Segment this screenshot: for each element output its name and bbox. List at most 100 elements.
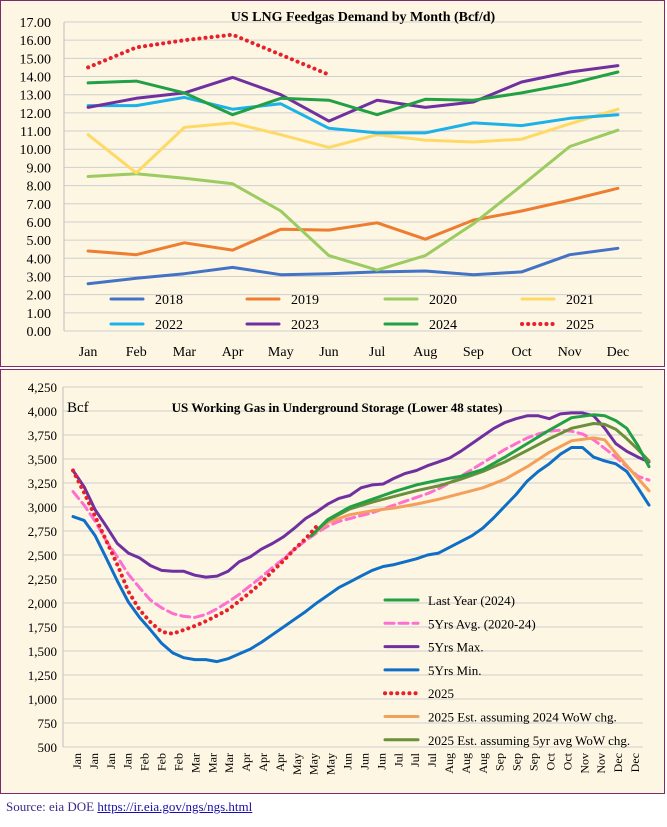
y-tick-label: 0.00 [27,325,52,340]
x-tick-label: May [307,753,321,775]
y-tick-label: 13.00 [20,89,52,104]
y-tick-label: 7.00 [27,198,52,213]
series-line-5Yrs-Max- [71,411,651,579]
x-tick-label: Aug [459,753,473,774]
y-tick-label: 8.00 [27,180,52,195]
y-tick-label: 4,250 [28,380,57,395]
x-tick-label: Aug [476,753,490,774]
x-tick-label: Jun [341,753,355,770]
x-tick-label: Jan [87,753,101,769]
x-tick-label: Jan [121,753,135,769]
y-tick-label: 11.00 [20,125,51,140]
x-tick-label: Dec [628,753,642,772]
legend-label-2022: 2022 [155,318,183,333]
x-tick-label: Feb [126,345,147,360]
x-tick-label: Feb [155,753,169,771]
x-tick-label: Jun [358,753,372,770]
x-tick-label: Nov [558,345,582,360]
y-tick-label: 4,000 [28,404,57,419]
x-tick-label: Jun [319,345,338,360]
x-tick-label: Dec [611,753,625,772]
x-tick-label: May [290,753,304,775]
legend-label-2021: 2021 [566,293,594,308]
legend-label-2023: 2023 [291,318,319,333]
x-tick-label: Feb [138,753,152,771]
legend-label-5Yrs-Max-: 5Yrs Max. [428,640,484,655]
x-tick-label: Jun [374,753,388,770]
y-tick-label: 500 [38,740,58,755]
series-line-5Yrs-Min- [71,446,651,664]
y-axis-label: Bcf [67,400,89,416]
y-tick-label: 1,750 [28,620,57,635]
source-label: Source: eia DOE [6,799,95,814]
x-tick-label: Sep [510,753,524,771]
legend-label-2025-Est-assuming-5yr-avg-WoW-chg-: 2025 Est. assuming 5yr avg WoW chg. [428,733,630,748]
legend-label-2025: 2025 [566,318,594,333]
x-tick-label: Sep [527,753,541,771]
x-tick-label: Jan [70,753,84,769]
legend-label-2020: 2020 [429,293,457,308]
y-tick-label: 2,500 [28,548,57,563]
x-tick-label: Feb [172,753,186,771]
x-tick-label: Sep [463,345,484,360]
x-tick-label: Aug [442,753,456,774]
y-tick-label: 1,000 [28,692,57,707]
y-tick-label: 10.00 [20,143,52,158]
legend-label-2025-Est-assuming-2024-WoW-chg-: 2025 Est. assuming 2024 WoW chg. [428,710,617,725]
y-tick-label: 2,250 [28,572,57,587]
y-tick-label: 1,500 [28,644,57,659]
x-tick-label: Jul [391,752,405,767]
x-tick-label: Sep [493,753,507,771]
series-line-2020 [86,128,620,272]
x-tick-label: Apr [273,753,287,772]
x-tick-label: Nov [577,753,591,774]
series-line-5Yrs-Avg-2020-24- [71,428,651,619]
x-tick-label: Mar [173,345,197,360]
series-line-2023 [86,64,620,123]
y-tick-label: 17.00 [20,16,52,31]
x-tick-label: Dec [607,345,630,360]
y-tick-label: 1.00 [27,307,52,322]
x-tick-label: Mar [222,753,236,773]
x-tick-label: Jul [425,752,439,767]
y-tick-label: 2.00 [27,289,52,304]
y-tick-label: 12.00 [20,107,52,122]
x-tick-label: Nov [594,753,608,774]
series-line-2024 [86,70,620,117]
x-tick-label: Apr [239,753,253,772]
series-line-2025 [71,468,319,636]
legend-label-5Yrs-Avg-2020-24-: 5Yrs Avg. (2020-24) [428,616,536,631]
x-tick-label: Jul [408,752,422,767]
x-tick-label: May [324,753,338,775]
y-tick-label: 2,750 [28,524,57,539]
legend-label-2025: 2025 [428,686,454,701]
y-tick-label: 5.00 [27,234,52,249]
series-line-2021 [86,107,620,175]
series-line-2022 [86,95,620,135]
lng-feedgas-chart-panel: 0.00 1.00 2.00 3.00 4.00 5.00 6.00 7.00 8.00 9.00… [0,0,665,367]
legend-label-2024: 2024 [429,318,457,333]
series-line-2019 [86,186,620,257]
storage-chart: 500 750 1,000 1,250 1,500 1,750 2,000 2,250 2,50… [28,380,651,775]
y-tick-label: 3,750 [28,428,57,443]
series-line-2025-Est-assuming-2024-WoW-chg- [309,436,651,538]
x-tick-label: Oct [544,752,558,770]
y-tick-label: 14.00 [20,71,52,86]
y-tick-label: 15.00 [20,52,52,67]
x-tick-label: Mar [188,753,202,773]
series-line-2025 [86,32,331,77]
x-tick-label: Apr [256,753,270,772]
y-tick-label: 2,000 [28,596,57,611]
x-tick-label: Jan [79,345,98,360]
legend-label-2018: 2018 [155,293,183,308]
y-tick-label: 3,250 [28,476,57,491]
x-tick-label: Jan [104,753,118,769]
series-line-2018 [86,246,620,286]
y-tick-label: 16.00 [20,34,52,49]
x-tick-label: May [268,345,294,360]
chart-title: US Working Gas in Underground Storage (L… [172,400,503,415]
y-tick-label: 9.00 [27,161,52,176]
source-link[interactable]: https://ir.eia.gov/ngs/ngs.html [97,799,253,814]
y-tick-label: 3,500 [28,452,57,467]
x-tick-label: Aug [413,345,437,360]
